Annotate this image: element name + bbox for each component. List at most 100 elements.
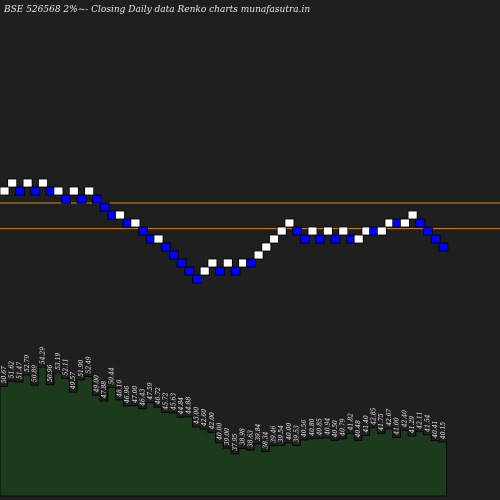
volume-label: 41.54	[424, 414, 431, 432]
volume-label: 42.11	[417, 412, 424, 430]
volume-label: 40.41	[432, 421, 439, 439]
volume-label: 42.00	[209, 412, 216, 430]
up-brick	[407, 210, 418, 220]
volume-label: 52.49	[86, 356, 93, 373]
volume-label: 47.59	[147, 382, 154, 400]
volume-label: 40.15	[440, 422, 447, 440]
up-brick	[353, 234, 364, 244]
volume-label: 42.85	[371, 407, 378, 425]
up-brick	[276, 226, 287, 236]
up-brick	[7, 178, 18, 188]
volume-area	[0, 366, 447, 497]
volume-label: 46.43	[139, 388, 146, 406]
up-brick	[261, 242, 272, 252]
down-brick	[61, 194, 71, 204]
volume-label: 41.40	[363, 415, 370, 433]
volume-label: 40.80	[309, 418, 316, 436]
volume-label: 51.90	[78, 359, 85, 376]
up-brick	[269, 234, 279, 244]
volume-label: 40.48	[355, 420, 362, 438]
volume-label: 46.72	[155, 387, 162, 405]
down-brick	[30, 186, 41, 196]
volume-labels: 50.67 51.62 51.47 52.7950.8954.2950.9653.19…	[1, 347, 447, 451]
down-brick	[438, 242, 449, 252]
up-brick	[222, 258, 233, 268]
down-brick	[14, 186, 25, 196]
renko-bricks	[0, 178, 449, 284]
volume-label: 47.88	[101, 381, 108, 399]
volume-label: 39.53	[294, 425, 301, 442]
up-brick	[53, 186, 64, 196]
volume-label: 40.00	[286, 423, 293, 441]
volume-label: 46.96	[124, 386, 131, 404]
volume-label: 40.50	[332, 420, 339, 438]
volume-label: 44.88	[186, 397, 193, 415]
volume-label: 38.63	[247, 430, 254, 447]
down-brick	[330, 234, 341, 244]
volume-label: 51.47	[16, 362, 23, 379]
down-brick	[184, 266, 195, 276]
volume-label: 47.00	[132, 385, 139, 403]
down-brick	[176, 258, 187, 268]
down-brick	[315, 234, 326, 244]
up-brick	[307, 226, 318, 236]
down-brick	[245, 258, 256, 268]
down-brick	[138, 226, 149, 236]
volume-label: 39.46	[270, 425, 277, 442]
down-brick	[415, 218, 426, 228]
down-brick	[168, 250, 179, 260]
volume-label: 43.00	[193, 407, 200, 425]
volume-label: 52.79	[24, 355, 31, 372]
volume-label: 50.44	[109, 367, 116, 384]
volume-label: 50.96	[47, 364, 54, 381]
volume-label: 50.67	[1, 366, 8, 383]
volume-label: 38.98	[240, 428, 247, 445]
up-brick	[84, 186, 95, 196]
up-brick	[153, 234, 164, 244]
up-brick	[399, 218, 410, 228]
up-brick	[22, 178, 33, 188]
volume-label: 39.84	[255, 423, 262, 440]
volume-label: 52.11	[63, 358, 70, 375]
chart-title: BSE 526568 2%~- Closing Daily data Renko…	[3, 5, 310, 15]
down-brick	[423, 226, 433, 236]
down-brick	[76, 194, 87, 204]
volume-label: 40.79	[340, 418, 347, 436]
volume-label: 40.94	[324, 418, 331, 436]
volume-label: 51.62	[9, 361, 16, 378]
volume-fill	[0, 366, 447, 497]
up-brick	[322, 226, 333, 236]
up-brick	[199, 266, 210, 276]
volume-label: 39.00	[224, 428, 231, 445]
volume-label: 42.40	[401, 410, 408, 428]
volume-label: 41.00	[394, 417, 401, 435]
volume-label: 48.10	[116, 380, 123, 398]
volume-label: 42.60	[201, 409, 208, 427]
up-brick	[284, 218, 295, 228]
down-brick	[215, 266, 226, 276]
volume-label: 39.54	[278, 425, 285, 442]
volume-label: 41.75	[378, 413, 385, 431]
volume-label: 42.67	[386, 408, 393, 426]
up-brick	[0, 186, 10, 196]
down-brick	[192, 274, 202, 284]
down-brick	[430, 234, 441, 244]
down-brick	[299, 234, 310, 244]
volume-label: 37.95	[232, 433, 239, 450]
volume-label: 40.85	[317, 418, 324, 436]
down-brick	[230, 266, 241, 276]
up-brick	[253, 250, 264, 260]
volume-label: 50.89	[32, 365, 39, 382]
up-brick	[130, 218, 141, 228]
volume-label: 41.29	[409, 416, 416, 434]
up-brick	[68, 186, 79, 196]
volume-label: 38.34	[263, 431, 270, 448]
volume-label: 54.29	[39, 347, 46, 364]
volume-label: 45.63	[170, 393, 177, 411]
volume-label: 49.00	[93, 375, 100, 393]
up-brick	[338, 226, 349, 236]
volume-label: 40.00	[216, 423, 223, 441]
down-brick	[161, 242, 172, 252]
